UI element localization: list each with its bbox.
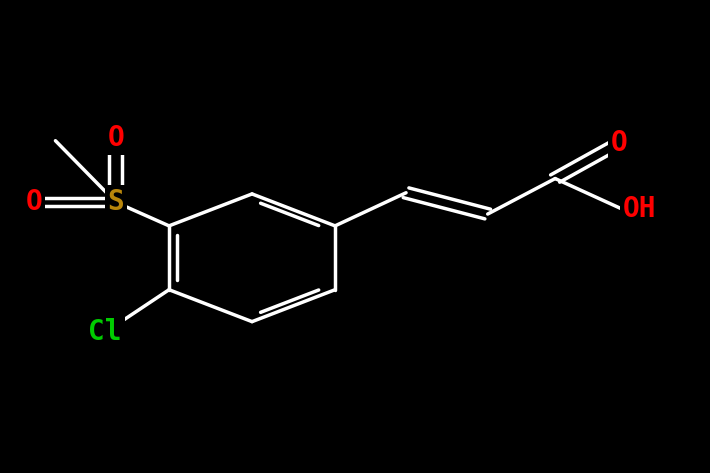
Text: S: S <box>107 188 124 216</box>
Text: OH: OH <box>623 195 656 223</box>
Text: Cl: Cl <box>88 318 122 346</box>
Text: O: O <box>26 188 43 216</box>
Text: O: O <box>107 124 124 152</box>
Text: O: O <box>611 129 628 157</box>
